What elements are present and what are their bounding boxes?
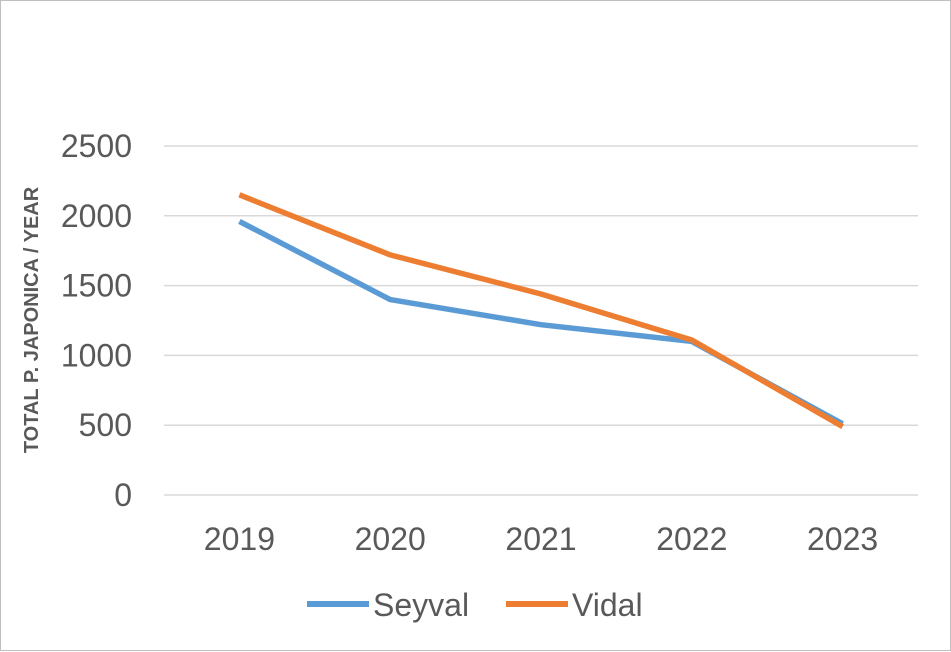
series-line-vidal: [238, 192, 844, 429]
data-point-vidal: [689, 337, 695, 343]
gridlines: [164, 145, 918, 496]
legend-label-seyval: Seyval: [373, 587, 469, 623]
data-point-seyval: [538, 322, 544, 328]
x-tick-label: 2021: [505, 521, 576, 557]
data-point-seyval: [387, 297, 393, 303]
data-point-vidal: [840, 424, 846, 430]
data-point-vidal: [538, 291, 544, 297]
y-axis-ticks: 0 500 1000 1500 2000 2500: [61, 128, 132, 513]
data-point-seyval: [236, 218, 242, 224]
y-tick-label: 1500: [61, 268, 132, 304]
y-tick-label: 500: [79, 407, 132, 443]
x-tick-label: 2020: [355, 521, 426, 557]
y-axis-label: TOTAL P. JAPONICA / YEAR: [21, 186, 43, 453]
y-tick-label: 0: [114, 477, 132, 513]
x-tick-label: 2019: [204, 521, 275, 557]
y-tick-label: 1000: [61, 337, 132, 373]
x-tick-label: 2023: [807, 521, 878, 557]
x-axis-ticks: 2019 2020 2021 2022 2023: [204, 521, 878, 557]
y-tick-label: 2500: [61, 128, 132, 164]
legend-label-vidal: Vidal: [572, 587, 643, 623]
y-tick-label: 2000: [61, 198, 132, 234]
data-point-vidal: [236, 192, 242, 198]
legend: Seyval Vidal: [307, 587, 643, 623]
series-lines: [236, 192, 846, 430]
data-point-vidal: [387, 252, 393, 258]
x-tick-label: 2022: [656, 521, 727, 557]
